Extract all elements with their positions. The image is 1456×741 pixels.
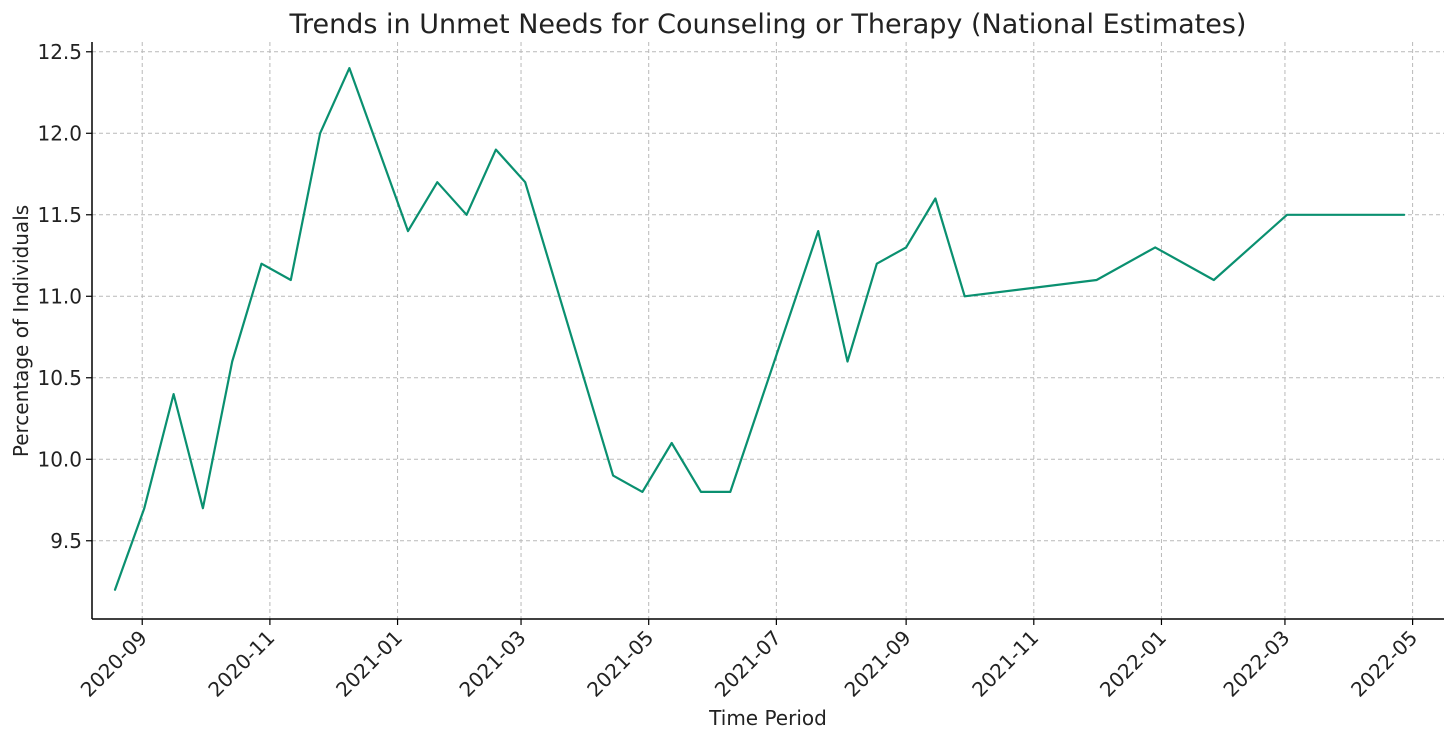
x-tick-label: 2022-05: [1346, 626, 1422, 702]
x-axis-label: Time Period: [708, 706, 827, 730]
y-axis-label: Percentage of Individuals: [9, 205, 33, 457]
x-tick-label: 2021-11: [967, 626, 1043, 702]
ticks: 9.5 10.0 10.5 11.0 11.5 12.0 12.5 2020-09 2020-1…: [37, 40, 1422, 702]
series-line: [113, 66, 1406, 591]
x-tick-label: 2021-05: [582, 626, 658, 702]
y-tick-label: 12.0: [37, 121, 82, 145]
y-tick-label: 11.5: [37, 203, 82, 227]
x-tick-label: 2022-03: [1218, 626, 1294, 702]
y-tick-label: 11.0: [37, 284, 82, 308]
y-tick-label: 10.0: [37, 447, 82, 471]
x-tick-label: 2022-01: [1095, 626, 1171, 702]
y-tick-label: 10.5: [37, 366, 82, 390]
axes: [91, 42, 1444, 620]
chart-title: Trends in Unmet Needs for Counseling or …: [289, 9, 1247, 40]
x-tick-label: 2021-07: [710, 626, 786, 702]
series: [113, 66, 1406, 591]
x-tick-label: 2020-11: [203, 626, 279, 702]
y-tick-label: 12.5: [37, 40, 82, 64]
y-tick-label: 9.5: [50, 529, 82, 553]
x-tick-label: 2021-09: [840, 626, 916, 702]
x-tick-label: 2021-01: [331, 626, 407, 702]
x-tick-label: 2021-03: [455, 626, 531, 702]
grid-lines: [92, 42, 1444, 619]
x-tick-label: 2020-09: [76, 626, 152, 702]
